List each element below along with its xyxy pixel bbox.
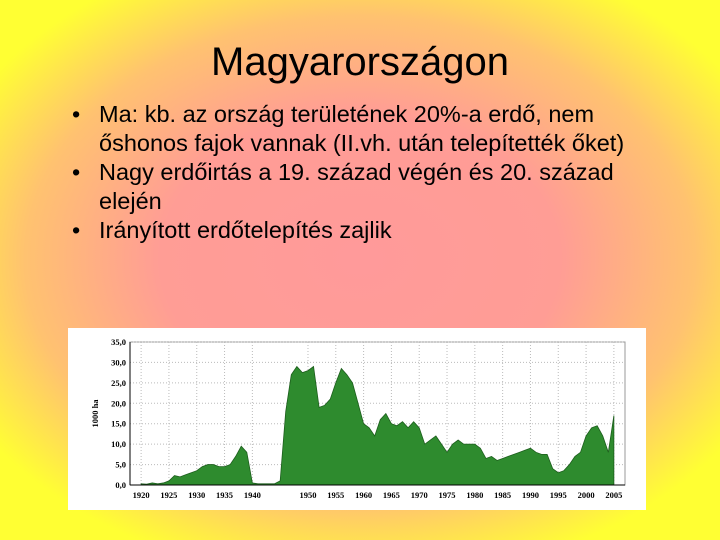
x-tick-label: 1995 bbox=[550, 490, 567, 500]
y-tick-label: 10,0 bbox=[111, 439, 126, 449]
x-tick-label: 1925 bbox=[160, 490, 177, 500]
y-tick-label: 20,0 bbox=[111, 398, 126, 408]
slide-title: Magyarországon bbox=[211, 40, 509, 84]
bullet: Nagy erdőirtás a 19. század végén és 20.… bbox=[72, 158, 632, 216]
bullet: Irányított erdőtelepítés zajlik bbox=[72, 216, 632, 245]
x-tick-label: 1970 bbox=[411, 490, 428, 500]
x-tick-label: 1965 bbox=[383, 490, 400, 500]
x-tick-label: 1920 bbox=[133, 490, 150, 500]
y-tick-label: 5,0 bbox=[115, 460, 126, 470]
y-tick-label: 25,0 bbox=[111, 378, 126, 388]
x-tick-label: 1990 bbox=[522, 490, 539, 500]
bullet: Ma: kb. az ország területének 20%-a erdő… bbox=[72, 100, 632, 158]
x-tick-label: 2000 bbox=[578, 490, 595, 500]
y-tick-label: 0,0 bbox=[115, 480, 126, 490]
area bbox=[140, 365, 615, 486]
x-tick-label: 1975 bbox=[439, 490, 456, 500]
y-axis-label: 1000 ha bbox=[90, 399, 100, 428]
x-tick-label: 1950 bbox=[299, 490, 316, 500]
y-tick-label: 35,0 bbox=[111, 337, 126, 347]
x-tick-label: 1930 bbox=[188, 490, 205, 500]
y-tick-label: 30,0 bbox=[111, 357, 126, 367]
x-tick-label: 2005 bbox=[605, 490, 622, 500]
x-tick-label: 1985 bbox=[494, 490, 511, 500]
x-tick-label: 1955 bbox=[327, 490, 344, 500]
x-tick-label: 1940 bbox=[244, 490, 261, 500]
x-tick-label: 1960 bbox=[355, 490, 372, 500]
x-tick-label: 1935 bbox=[216, 490, 233, 500]
bullet-list: Ma: kb. az ország területének 20%-a erdő… bbox=[72, 100, 632, 245]
chart: 0,0 5,0 10,0 15,0 20,0 25,0 30,0 35,0 1920 1925 19… bbox=[68, 328, 646, 510]
x-tick-label: 1980 bbox=[466, 490, 483, 500]
y-tick-label: 15,0 bbox=[111, 419, 126, 429]
